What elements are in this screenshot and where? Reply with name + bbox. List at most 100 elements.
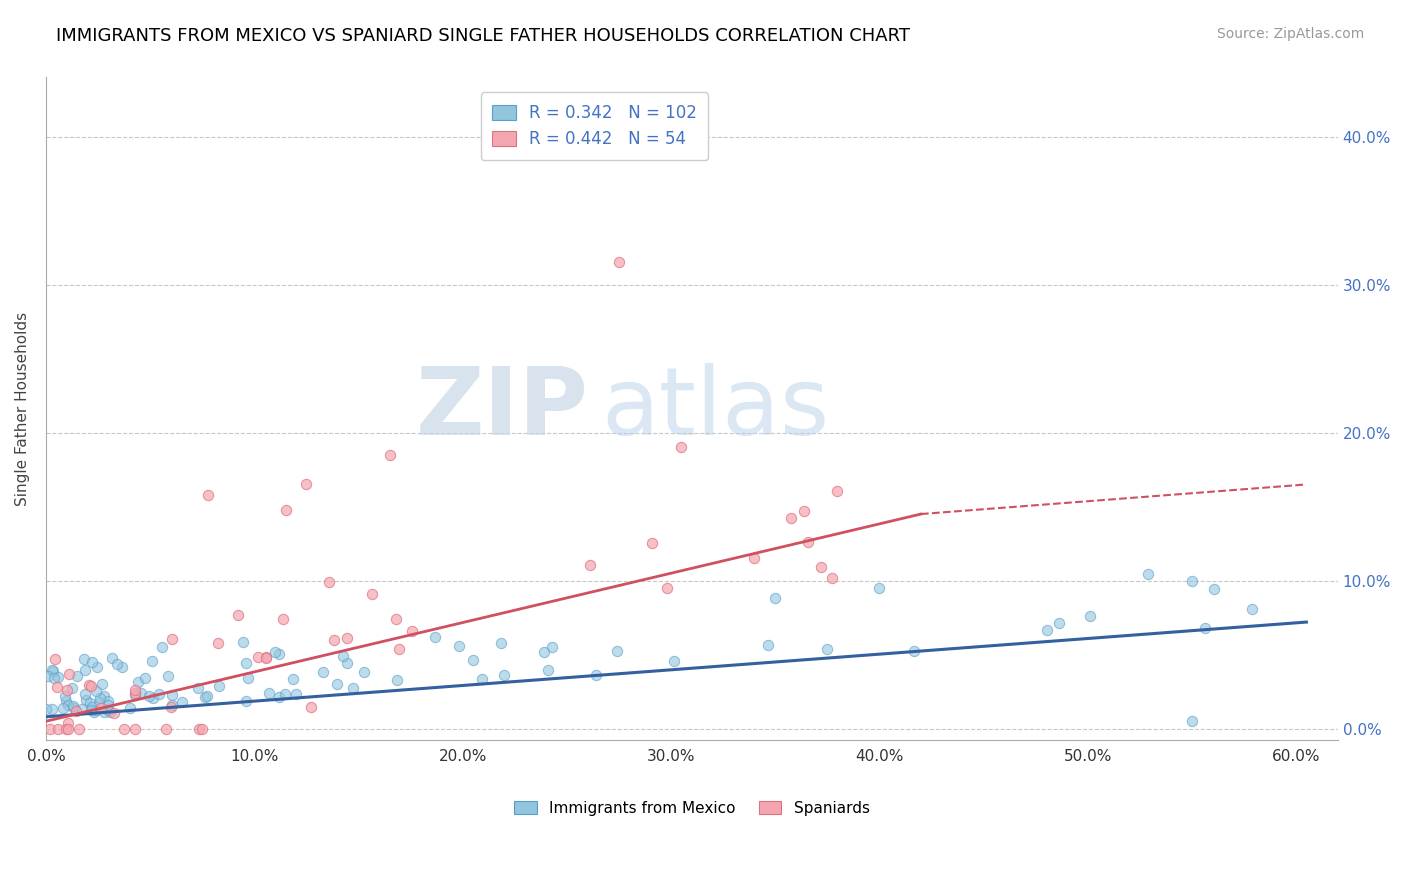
Point: [79, 696, 101, 710]
Point: [105, 657, 128, 672]
Point: [82, 700, 104, 714]
Point: [247, 650, 270, 665]
Point: [537, 663, 560, 677]
Point: [299, 699, 322, 714]
Point: [84, 683, 107, 698]
Point: [793, 504, 815, 518]
Point: [60, 681, 83, 695]
Point: [191, 722, 214, 736]
Point: [84, 703, 107, 717]
Point: [388, 642, 411, 657]
Point: [124, 722, 146, 736]
Point: [41, 663, 63, 677]
Point: [264, 645, 287, 659]
Point: [124, 683, 146, 698]
Point: [72, 702, 94, 716]
Point: [236, 671, 259, 685]
Point: [156, 668, 179, 682]
Point: [197, 488, 219, 502]
Point: [129, 686, 152, 700]
Point: [150, 640, 173, 655]
Point: [101, 650, 124, 665]
Point: [207, 636, 229, 650]
Point: [235, 656, 257, 670]
Point: [141, 654, 163, 668]
Point: [797, 535, 820, 549]
Point: [58, 716, 80, 731]
Point: [671, 441, 693, 455]
Point: [228, 608, 250, 623]
Point: [127, 675, 149, 690]
Point: [46, 722, 69, 736]
Point: [79, 703, 101, 717]
Point: [323, 633, 346, 648]
Point: [606, 644, 628, 658]
Point: [283, 672, 305, 686]
Point: [160, 688, 183, 702]
Point: [90, 701, 112, 715]
Point: [758, 638, 780, 652]
Point: [46, 680, 69, 694]
Point: [461, 653, 484, 667]
Point: [1136, 567, 1159, 582]
Point: [312, 665, 335, 680]
Point: [51, 701, 73, 715]
Point: [267, 647, 290, 661]
Point: [662, 654, 685, 668]
Point: [254, 651, 277, 665]
Point: [86, 660, 108, 674]
Point: [1181, 714, 1204, 729]
Point: [318, 575, 340, 590]
Point: [763, 591, 786, 606]
Text: IMMIGRANTS FROM MEXICO VS SPANIARD SINGLE FATHER HOUSEHOLDS CORRELATION CHART: IMMIGRANTS FROM MEXICO VS SPANIARD SINGL…: [56, 27, 910, 45]
Point: [868, 581, 890, 595]
Point: [780, 511, 803, 525]
Point: [274, 502, 297, 516]
Point: [162, 698, 184, 712]
Point: [41, 702, 63, 716]
Point: [353, 665, 375, 679]
Point: [89, 691, 111, 706]
Point: [55, 693, 77, 707]
Point: [159, 699, 181, 714]
Point: [58, 666, 80, 681]
Point: [1047, 616, 1070, 631]
Point: [75, 693, 97, 707]
Point: [378, 448, 401, 462]
Point: [124, 688, 146, 702]
Text: atlas: atlas: [602, 363, 830, 455]
Point: [810, 560, 832, 574]
Point: [254, 650, 277, 665]
Point: [44, 652, 66, 666]
Point: [742, 550, 765, 565]
Point: [65, 704, 87, 718]
Point: [91, 677, 114, 691]
Point: [53, 689, 76, 703]
Point: [111, 660, 134, 674]
Point: [541, 640, 564, 655]
Point: [97, 703, 120, 717]
Point: [821, 572, 844, 586]
Point: [162, 632, 184, 646]
Point: [87, 695, 110, 709]
Point: [103, 706, 125, 720]
Point: [80, 656, 103, 670]
Point: [332, 649, 354, 664]
Point: [42, 671, 65, 685]
Point: [100, 705, 122, 719]
Point: [815, 641, 838, 656]
Point: [77, 678, 100, 692]
Point: [56, 722, 79, 736]
Point: [195, 689, 218, 703]
Point: [825, 483, 848, 498]
Point: [73, 652, 96, 666]
Point: [471, 672, 494, 686]
Point: [401, 624, 423, 638]
Point: [83, 706, 105, 720]
Legend: Immigrants from Mexico, Spaniards: Immigrants from Mexico, Spaniards: [508, 795, 876, 822]
Point: [1036, 623, 1059, 637]
Point: [67, 722, 90, 736]
Point: [607, 255, 630, 269]
Point: [208, 680, 231, 694]
Point: [336, 631, 359, 645]
